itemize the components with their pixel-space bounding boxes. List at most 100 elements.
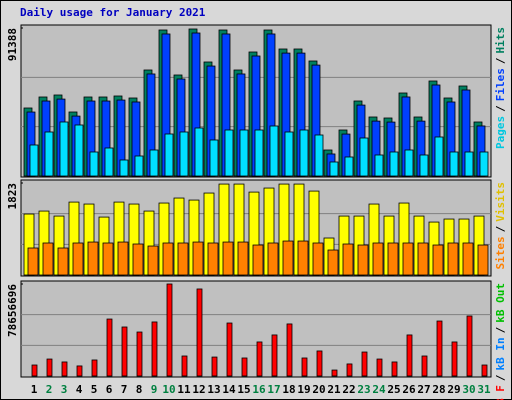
bar — [389, 151, 399, 177]
bar — [271, 334, 278, 377]
bar — [344, 156, 354, 177]
legend-entry: Hits — [494, 27, 507, 54]
legend: kB F / kB In / kB Out — [494, 283, 507, 400]
bar — [479, 151, 489, 177]
bar — [136, 331, 143, 377]
bar — [222, 241, 234, 276]
bar — [121, 326, 128, 377]
bar — [299, 129, 309, 177]
bar — [312, 242, 324, 276]
bar — [91, 359, 98, 377]
x-tick-label: 26 — [402, 383, 416, 396]
bar — [102, 242, 114, 276]
bar — [194, 127, 204, 177]
x-tick-label: 9 — [151, 383, 158, 396]
y-tick-label: 1823 — [6, 183, 19, 210]
bar — [477, 244, 489, 276]
bar — [87, 241, 99, 276]
bar — [134, 155, 144, 177]
bar — [89, 151, 99, 177]
bar — [209, 139, 219, 177]
bar — [42, 242, 54, 276]
bar — [376, 358, 383, 377]
x-tick-label: 24 — [372, 383, 386, 396]
bar — [76, 365, 83, 377]
bar — [241, 357, 248, 377]
bar — [61, 361, 68, 377]
bar — [359, 137, 369, 177]
bar — [132, 243, 144, 276]
x-tick-label: 19 — [297, 383, 310, 396]
x-tick-label: 14 — [222, 383, 236, 396]
legend: Sites / Visits — [494, 182, 507, 270]
legend-entry: Files — [494, 68, 507, 101]
bar — [149, 149, 159, 177]
legend-entry: kB Out — [494, 283, 507, 323]
bar — [226, 322, 233, 377]
bar — [449, 151, 459, 177]
x-tick-label: 5 — [91, 383, 98, 396]
x-tick-label: 22 — [342, 383, 355, 396]
legend: Pages / Files / Hits — [494, 27, 507, 149]
bar — [179, 131, 189, 177]
bar — [256, 341, 263, 377]
bar — [252, 244, 264, 276]
x-tick-label: 23 — [357, 383, 370, 396]
bar — [239, 129, 249, 177]
bar — [27, 247, 39, 276]
bar — [316, 350, 323, 377]
bar — [237, 241, 249, 276]
legend-separator: / — [494, 105, 507, 112]
bar — [406, 334, 413, 377]
bar — [374, 154, 384, 177]
bar — [284, 131, 294, 177]
bar — [46, 358, 53, 377]
bar — [402, 242, 414, 276]
bar — [346, 363, 353, 377]
x-tick-label: 2 — [46, 383, 53, 396]
x-tick-label: 25 — [387, 383, 400, 396]
bar — [74, 124, 84, 177]
x-tick-label: 7 — [121, 383, 128, 396]
bar — [269, 125, 279, 177]
bar — [207, 242, 219, 276]
x-tick-label: 18 — [282, 383, 295, 396]
bar — [464, 151, 474, 177]
bar — [391, 361, 398, 377]
bar — [254, 129, 264, 177]
bar — [164, 133, 174, 177]
bar — [417, 242, 429, 276]
legend-entry: kB F — [494, 385, 507, 400]
x-tick-label: 29 — [447, 383, 460, 396]
bar — [72, 242, 84, 276]
y-tick-label: 78656696 — [6, 284, 19, 337]
bar — [106, 318, 113, 377]
bar — [361, 351, 368, 377]
bar — [466, 315, 473, 377]
bar — [29, 144, 39, 177]
bar — [436, 320, 443, 377]
bar — [196, 288, 203, 377]
x-tick-label: 16 — [252, 383, 266, 396]
bar — [387, 242, 399, 276]
legend-entry: Sites — [494, 236, 507, 269]
bar — [432, 244, 444, 276]
legend-entry: kB In — [494, 337, 507, 370]
bar — [59, 121, 69, 177]
bar — [451, 341, 458, 377]
bar — [31, 364, 38, 377]
bar — [166, 283, 173, 377]
bar — [481, 364, 488, 377]
x-tick-label: 17 — [267, 383, 280, 396]
bar — [177, 242, 189, 276]
bar — [151, 321, 158, 377]
bar — [286, 323, 293, 377]
x-tick-label: 28 — [432, 383, 445, 396]
chart-title: Daily usage for January 2021 — [20, 6, 206, 19]
bar — [211, 356, 218, 377]
bar — [342, 243, 354, 276]
bar — [162, 242, 174, 276]
bar — [357, 244, 369, 276]
legend-separator: / — [494, 225, 507, 232]
